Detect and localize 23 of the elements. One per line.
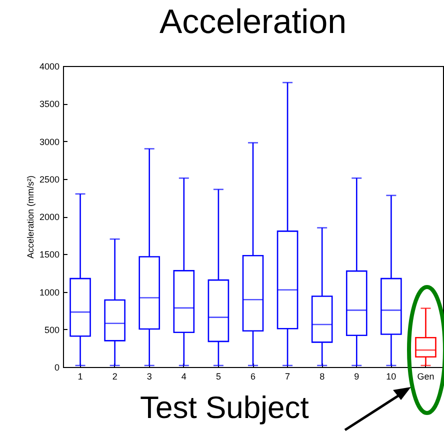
y-axis-title: Acceleration (mm/s²) [25, 175, 36, 259]
x-tick-label: 9 [354, 372, 360, 382]
y-tick-label: 2000 [39, 212, 60, 222]
y-tick-label: 1000 [39, 287, 60, 298]
y-tick-label: 0 [54, 362, 60, 372]
text: Test Subject [140, 390, 310, 426]
x-tick-label: 3 [146, 372, 152, 382]
y-tick-label: 3000 [39, 136, 60, 147]
y-tick-label: 3500 [39, 99, 60, 110]
chart-title: Acceleration [159, 3, 347, 41]
y-tick-label: 4000 [39, 62, 60, 72]
x-tick-label: 8 [320, 372, 325, 382]
x-tick-label: 7 [285, 372, 290, 382]
y-tick-label: 1500 [39, 250, 60, 260]
x-tick-label: 1 [78, 372, 83, 382]
x-tick-label: 2 [112, 372, 118, 382]
x-tick-label: 6 [250, 372, 256, 382]
x-tick-label: 5 [216, 372, 221, 382]
y-tick-label: 2500 [39, 174, 60, 184]
x-tick-label: 10 [386, 372, 396, 382]
x-tick-label: Gen [417, 372, 434, 382]
y-tick-label: 500 [44, 324, 60, 335]
x-tick-label: 4 [181, 372, 186, 382]
